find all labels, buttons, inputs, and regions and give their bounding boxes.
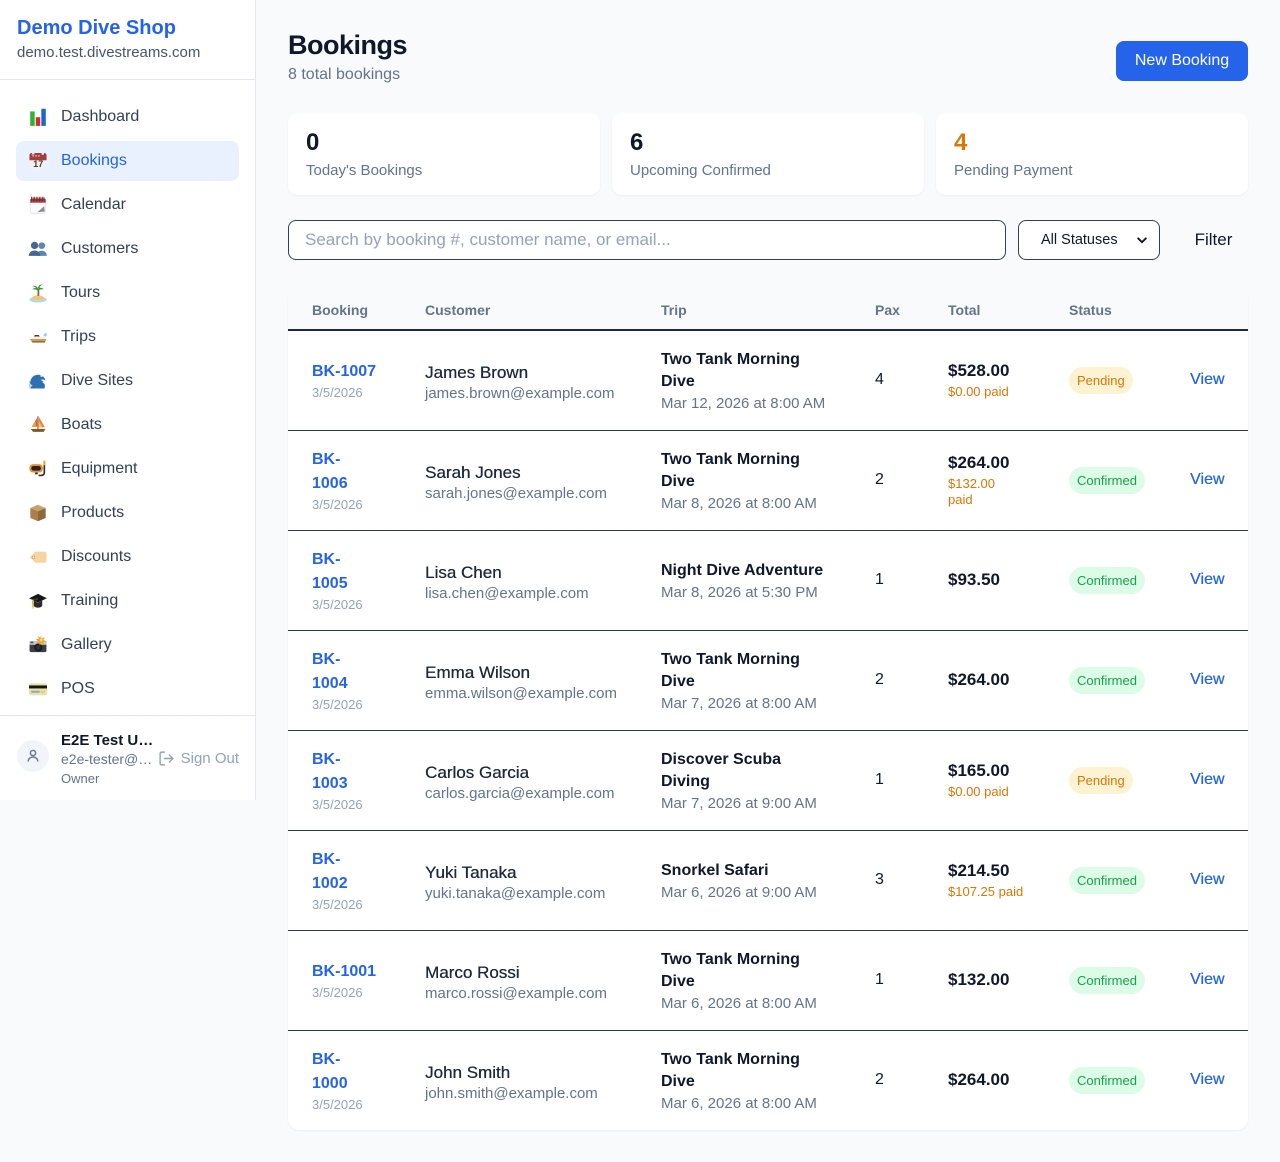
svg-text:17: 17 xyxy=(33,159,43,169)
